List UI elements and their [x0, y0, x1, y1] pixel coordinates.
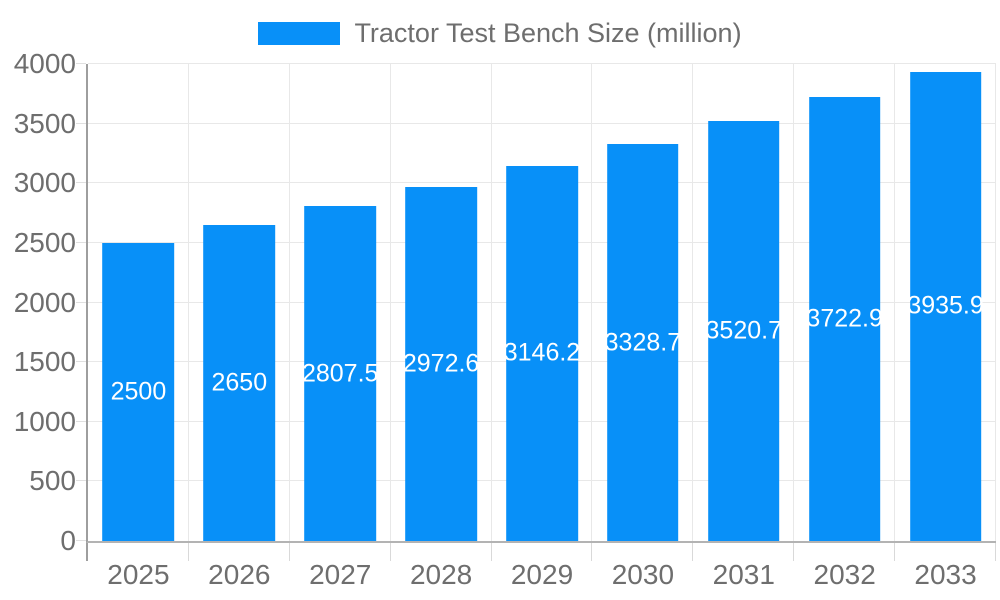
- x-axis-tick: [86, 543, 88, 561]
- y-axis-tick: [76, 480, 86, 482]
- bar[interactable]: [607, 144, 679, 541]
- gridline-v: [894, 64, 896, 541]
- legend[interactable]: Tractor Test Bench Size (million): [0, 18, 1000, 49]
- y-axis-tick: [76, 122, 86, 124]
- x-tick-label: 2031: [712, 559, 775, 590]
- bar-value-label: 3722.9: [806, 304, 883, 333]
- x-axis-tick: [793, 543, 795, 561]
- y-tick-label: 1500: [13, 346, 76, 378]
- plot-area: 2500 2650 2807.5 2972.6 3146.2 3328.7 3520.7 37…: [76, 63, 996, 561]
- x-tick-label: 2027: [309, 559, 372, 590]
- gridline-v: [793, 64, 795, 541]
- bar-slot: 2972.6: [391, 64, 492, 541]
- bar-value-label: 2807.5: [301, 359, 379, 388]
- bar[interactable]: [405, 186, 477, 541]
- x-axis-tick: [490, 543, 492, 561]
- y-tick-label: 500: [29, 465, 76, 497]
- bar[interactable]: [203, 225, 276, 541]
- gridline-v: [995, 64, 996, 541]
- y-tick-label: 0: [60, 525, 76, 556]
- x-axis-tick: [288, 543, 290, 561]
- bar-slot: 2500: [88, 64, 189, 541]
- gridline-v: [389, 64, 391, 541]
- x-tick-label: 2025: [107, 559, 170, 590]
- bar-slot: 2650: [189, 64, 290, 541]
- x-axis-tick: [389, 543, 391, 561]
- bar[interactable]: [102, 242, 175, 541]
- bar[interactable]: [909, 71, 982, 541]
- x-tick-label: 2032: [813, 559, 876, 590]
- bar-slot: 3328.7: [592, 64, 693, 541]
- y-axis-tick: [76, 361, 86, 363]
- y-tick-label: 1000: [13, 405, 76, 437]
- bar-slot: 3722.9: [794, 64, 895, 541]
- x-tick-label: 2028: [409, 559, 473, 590]
- y-tick-label: 2000: [13, 286, 76, 318]
- bar-value-label: 3328.7: [604, 328, 682, 357]
- x-tick-label: 2029: [510, 559, 574, 590]
- y-axis-tick: [76, 301, 86, 303]
- gridline-v: [490, 64, 492, 541]
- bar[interactable]: [707, 121, 780, 541]
- bar[interactable]: [506, 165, 578, 541]
- y-axis-tick: [76, 420, 86, 422]
- y-tick-label: 2500: [13, 226, 76, 258]
- y-tick-label: 4000: [13, 48, 76, 79]
- bar[interactable]: [808, 97, 881, 541]
- x-axis-tick: [187, 543, 189, 561]
- bar-slot: 2807.5: [290, 64, 391, 541]
- bar-slot: 3520.7: [693, 64, 794, 541]
- bar[interactable]: [304, 206, 377, 541]
- gridline-h: [88, 122, 996, 124]
- y-axis-tick: [76, 540, 86, 541]
- y-axis-labels: 0 500 1000 1500 2000 2500 3000 3500 4000: [0, 50, 76, 555]
- x-axis-tick: [894, 543, 896, 561]
- gridline-v: [288, 64, 290, 541]
- y-axis-tick: [76, 63, 86, 64]
- bar-value-label: 2972.6: [402, 349, 480, 378]
- gridline-v: [591, 64, 593, 541]
- y-axis-tick: [76, 182, 86, 184]
- bar-value-label: 3146.2: [503, 338, 581, 367]
- gridline-h: [88, 63, 996, 64]
- y-tick-label: 3500: [13, 107, 76, 139]
- bar-value-label: 3935.9: [907, 291, 984, 320]
- y-tick-label: 3000: [13, 167, 76, 199]
- x-tick-label: 2033: [914, 559, 977, 590]
- bar-slot: 3146.2: [492, 64, 593, 541]
- gridline-v: [187, 64, 189, 541]
- x-tick-label: 2030: [611, 559, 675, 590]
- bar-value-label: 2500: [110, 377, 167, 406]
- x-tick-label: 2026: [208, 559, 271, 590]
- gridline-v: [692, 64, 694, 541]
- x-axis-tick: [995, 543, 996, 561]
- bar-slot: 3935.9: [895, 64, 996, 541]
- y-axis-tick: [76, 241, 86, 243]
- legend-label: Tractor Test Bench Size (million): [354, 18, 742, 48]
- bar-value-label: 2650: [211, 368, 268, 397]
- bar-value-label: 3520.7: [705, 316, 782, 345]
- x-axis-tick: [591, 543, 593, 561]
- x-axis-tick: [692, 543, 694, 561]
- legend-swatch-icon: [258, 22, 341, 45]
- x-axis-labels: 2025 2026 2027 2028 2029 2030 2031 2032 2033: [88, 558, 996, 594]
